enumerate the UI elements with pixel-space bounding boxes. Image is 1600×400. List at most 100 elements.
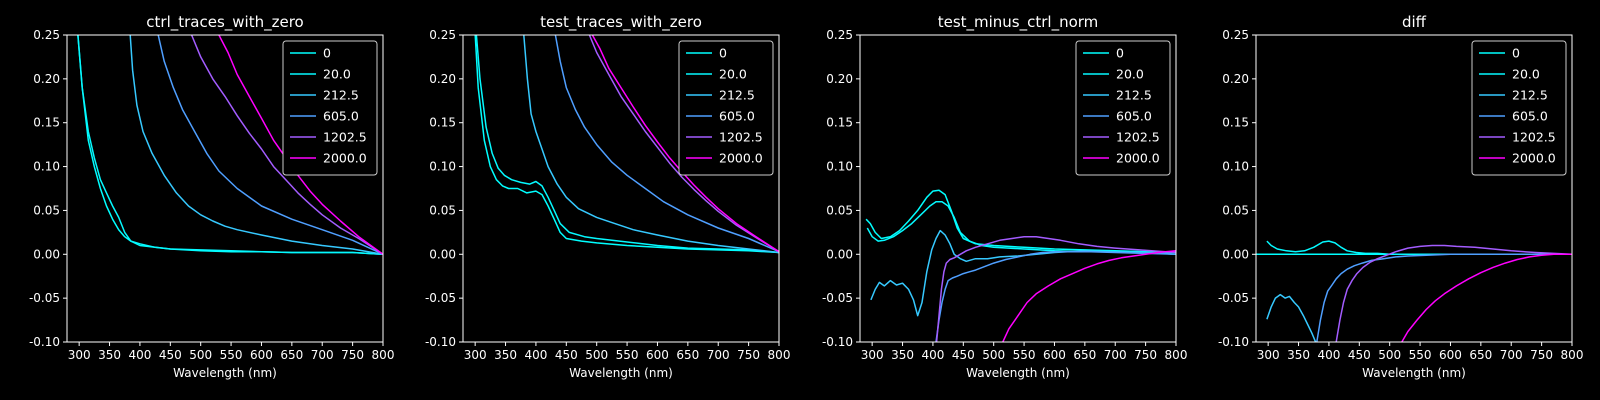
x-tick-label: 300 (68, 348, 91, 362)
panels: ctrl_traces_with_zero 300 350 400 450 500 550 6… (29, 13, 1584, 380)
x-tick-label: 450 (1348, 348, 1371, 362)
axes-frame (462, 34, 780, 343)
x-tick-label: 500 (982, 348, 1005, 362)
chart-panel-3: test_minus_ctrl_norm 300 350 400 450 500 550 60… (822, 13, 1188, 380)
x-tick-label: 350 (98, 348, 121, 362)
y-tick-label: -0.05 (29, 291, 60, 305)
y-tick-label: -0.05 (425, 291, 456, 305)
legend-label-20.0: 20.0 (1512, 67, 1540, 82)
x-tick-label: 550 (616, 348, 639, 362)
x-tick-label: 750 (1530, 348, 1553, 362)
x-tick-label: 400 (921, 348, 944, 362)
legend-label-0: 0 (323, 46, 331, 61)
y-tick-label: -0.05 (1218, 291, 1249, 305)
x-tick-label: 700 (1104, 348, 1127, 362)
x-axis-label: Wavelength (nm) (1362, 366, 1466, 380)
y-tick-label: 0.05 (826, 203, 853, 217)
series-line-0 (865, 189, 1176, 254)
y-tick-label: 0.10 (1222, 160, 1249, 174)
x-tick-label: 650 (1073, 348, 1096, 362)
x-tick-label: 350 (891, 348, 914, 362)
series-line-1202.5 (1335, 244, 1572, 342)
legend-label-20.0: 20.0 (323, 67, 351, 82)
y-tick-label: 0.20 (1222, 72, 1249, 86)
y-tick-label: 0.25 (1222, 28, 1249, 42)
axes-frame (66, 34, 384, 343)
x-tick-label: 700 (1500, 348, 1523, 362)
legend-label-0: 0 (719, 46, 727, 61)
y-tick-label: -0.10 (822, 335, 853, 349)
y-tick-label: 0.00 (1222, 247, 1249, 261)
series-lines (77, 35, 383, 256)
x-tick-label: 800 (1561, 348, 1584, 362)
series-lines (865, 189, 1176, 342)
series-line-605.0 (935, 250, 1176, 342)
series-lines (474, 35, 779, 254)
series-line-0 (474, 35, 779, 254)
series-line-2000.0 (1002, 250, 1176, 342)
x-tick-label: 500 (1378, 348, 1401, 362)
legend-label-1202.5: 1202.5 (1512, 130, 1556, 145)
legend: 0 20.0 212.5 605.0 1202.5 2000.0 (678, 40, 774, 176)
legend: 0 20.0 212.5 605.0 1202.5 2000.0 (1075, 40, 1171, 176)
x-tick-label: 700 (311, 348, 334, 362)
legend-label-212.5: 212.5 (1512, 88, 1548, 103)
y-tick-label: 0.20 (429, 72, 456, 86)
x-tick-label: 550 (220, 348, 243, 362)
legend-label-1202.5: 1202.5 (719, 130, 763, 145)
y-tick-label: -0.10 (425, 335, 456, 349)
y-tick-label: 0.10 (826, 160, 853, 174)
x-tick-label: 400 (128, 348, 151, 362)
chart-title: test_minus_ctrl_norm (938, 13, 1099, 32)
series-line-1202.5 (190, 35, 383, 255)
x-tick-label: 450 (159, 348, 182, 362)
x-tick-label: 600 (250, 348, 273, 362)
series-line-605.0 (1316, 253, 1572, 342)
y-tick-label: 0.25 (33, 28, 60, 42)
chart-panel-1: ctrl_traces_with_zero 300 350 400 450 500 550 6… (29, 13, 395, 380)
legend-label-212.5: 212.5 (1116, 88, 1152, 103)
legend-label-0: 0 (1512, 46, 1520, 61)
x-tick-label: 500 (189, 348, 212, 362)
legend-label-2000.0: 2000.0 (1116, 151, 1160, 166)
x-tick-label: 550 (1409, 348, 1432, 362)
x-axis-label: Wavelength (nm) (173, 366, 277, 380)
x-tick-label: 800 (768, 348, 791, 362)
legend-label-0: 0 (1116, 46, 1124, 61)
x-tick-label: 500 (585, 348, 608, 362)
y-tick-label: 0.05 (429, 203, 456, 217)
x-tick-label: 450 (555, 348, 578, 362)
y-tick-label: -0.10 (1218, 335, 1249, 349)
legend-label-605.0: 605.0 (1116, 109, 1152, 124)
x-tick-label: 550 (1013, 348, 1036, 362)
y-tick-label: 0.15 (1222, 116, 1249, 130)
x-tick-label: 350 (1287, 348, 1310, 362)
series-line-20.0 (475, 35, 779, 254)
x-tick-label: 300 (861, 348, 884, 362)
series-line-605.0 (157, 35, 383, 255)
y-tick-label: 0.10 (429, 160, 456, 174)
legend-label-20.0: 20.0 (719, 67, 747, 82)
y-tick-label: 0.00 (826, 247, 853, 261)
y-tick-label: 0.25 (429, 28, 456, 42)
series-line-1202.5 (935, 235, 1176, 342)
x-tick-label: 800 (372, 348, 395, 362)
y-tick-label: 0.20 (826, 72, 853, 86)
series-line-20.0 (77, 35, 383, 256)
x-tick-label: 750 (1134, 348, 1157, 362)
y-tick-label: 0.15 (33, 116, 60, 130)
y-tick-label: 0.20 (33, 72, 60, 86)
y-tick-label: -0.05 (822, 291, 853, 305)
series-line-212.5 (870, 229, 1176, 317)
legend: 0 20.0 212.5 605.0 1202.5 2000.0 (282, 40, 378, 176)
series-line-605.0 (554, 35, 779, 253)
axes-frame (859, 34, 1177, 343)
y-tick-label: -0.10 (29, 335, 60, 349)
legend-label-605.0: 605.0 (1512, 109, 1548, 124)
x-tick-label: 750 (341, 348, 364, 362)
y-tick-label: 0.15 (429, 116, 456, 130)
x-tick-label: 650 (1469, 348, 1492, 362)
chart-panel-4: diff 300 350 400 450 500 550 600 650 700 750 800 -0.… (1218, 13, 1584, 380)
